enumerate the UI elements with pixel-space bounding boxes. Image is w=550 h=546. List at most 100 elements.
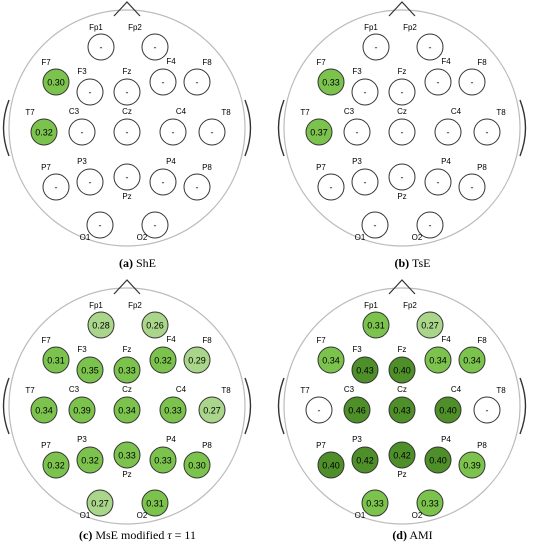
electrode-label: Cz: [122, 107, 132, 116]
electrode-value: -: [401, 128, 404, 138]
electrode-fp1: - Fp1: [87, 23, 115, 61]
electrode-value: -: [374, 221, 377, 231]
electrode-label: Pz: [122, 470, 131, 479]
electrode-label: T7: [300, 108, 310, 117]
electrode-value: -: [126, 173, 129, 183]
electrode-circle: [42, 451, 70, 479]
electrode-label: C3: [344, 107, 355, 116]
electrode-circle: [388, 356, 416, 384]
electrode-value: -: [429, 221, 432, 231]
electrode-c4: - C4: [159, 107, 187, 146]
electrode-o2: -O2: [137, 211, 169, 242]
panel-a: - Fp1- Fp2 0.30 F7- F3- Fz - F4- F8 0.32 T7- C3- Cz - C…: [0, 0, 275, 248]
electrode-label: O1: [80, 511, 91, 520]
electrode-value: 0.40: [439, 406, 457, 416]
electrode-t7: 0.32 T7: [25, 108, 58, 146]
electrode-value: -: [486, 128, 489, 138]
electrode-value: 0.33: [118, 366, 136, 376]
electrode-label: P3: [77, 157, 87, 166]
electrode-value: 0.33: [118, 451, 136, 461]
electrode-label: Fp1: [89, 301, 103, 310]
electrode-circle: [42, 173, 70, 201]
electrode-value: -: [196, 78, 199, 88]
electrode-circle: [149, 68, 177, 96]
head-outline: [8, 287, 246, 525]
electrode-pz: 0.33 Pz: [113, 441, 141, 479]
electrode-t8: - T8: [473, 108, 506, 146]
caption-d: (d) AMI: [275, 528, 550, 543]
nose-shape: [113, 1, 141, 17]
electrode-circle: [351, 78, 379, 106]
nose-shape: [113, 279, 141, 295]
electrode-f3: - F3: [76, 67, 104, 106]
electrode-circle: [458, 346, 486, 374]
electrode-circle: [149, 168, 177, 196]
electrode-value: -: [486, 406, 489, 416]
electrode-value: 0.40: [322, 461, 340, 471]
electrode-f8: 0.34 F8: [458, 336, 487, 374]
electrode-circle: [434, 396, 462, 424]
caption-a-tag: (a): [118, 256, 133, 270]
electrode-value: 0.35: [81, 366, 99, 376]
electrode-f4: 0.32 F4: [149, 335, 177, 374]
electrode-c3: 0.46 C3: [343, 385, 371, 424]
electrode-pz: 0.42 Pz: [388, 441, 416, 479]
electrode-c4: 0.33 C4: [159, 385, 187, 424]
electrode-value: 0.37: [310, 128, 328, 138]
electrode-label: F3: [77, 67, 87, 76]
electrode-value: -: [172, 128, 175, 138]
electrode-label: C3: [344, 385, 355, 394]
right-ear-shape: [244, 99, 252, 157]
electrode-label: F7: [316, 336, 326, 345]
electrode-circle: [343, 396, 371, 424]
electrode-circle: [361, 489, 389, 517]
electrode-label: P8: [202, 163, 212, 172]
electrode-circle: [76, 356, 104, 384]
electrode-value: -: [471, 78, 474, 88]
electrode-circle: [305, 396, 333, 424]
nose-shape: [388, 279, 416, 295]
electrode-value: 0.40: [429, 456, 447, 466]
electrode-c3: - C3: [343, 107, 371, 146]
electrode-value: 0.29: [188, 356, 206, 366]
electrode-label: Fp1: [364, 301, 378, 310]
electrode-o1: -O1: [80, 211, 114, 242]
caption-d-name: AMI: [409, 528, 433, 542]
head-outline: [8, 9, 246, 247]
electrode-circle: [198, 118, 226, 146]
electrode-f4: 0.34 F4: [424, 335, 452, 374]
electrode-p7: - P7: [41, 163, 70, 201]
electrode-cz: 0.34 Cz: [113, 385, 141, 424]
electrode-label: F3: [77, 345, 87, 354]
electrode-circle: [388, 163, 416, 191]
right-ear-shape: [519, 99, 527, 157]
electrode-o2: -O2: [412, 211, 444, 242]
electrode-f3: - F3: [351, 67, 379, 106]
electrode-value: 0.46: [348, 406, 366, 416]
electrode-circle: [351, 356, 379, 384]
electrode-circle: [473, 118, 501, 146]
electrode-circle: [416, 311, 444, 339]
electrode-fz: 0.33 Fz: [113, 345, 141, 384]
electrode-label: O1: [355, 233, 366, 242]
left-ear-shape: [277, 377, 285, 435]
electrode-value: -: [401, 173, 404, 183]
electrode-fp2: 0.27 Fp2: [403, 301, 444, 339]
electrode-label: O1: [80, 233, 91, 242]
electrode-label: C3: [69, 107, 80, 116]
electrode-p7: 0.40 P7: [316, 441, 345, 479]
electrode-circle: [68, 396, 96, 424]
electrode-value: -: [81, 128, 84, 138]
electrode-label: P3: [352, 157, 362, 166]
electrode-fp1: 0.28 Fp1: [87, 301, 115, 339]
electrode-value: 0.33: [154, 456, 172, 466]
electrode-circle: [86, 489, 114, 517]
electrode-t8: - T8: [473, 386, 506, 424]
electrode-p8: 0.30 P8: [183, 441, 212, 479]
panel-b: - Fp1- Fp2 0.33 F7- F3- Fz - F4- F8 0.37 T7- C3- Cz - C…: [275, 0, 550, 248]
electrode-label: T8: [496, 108, 506, 117]
electrode-f7: 0.33 F7: [316, 58, 345, 96]
electrode-value: -: [318, 406, 321, 416]
caption-c-name: MsE modified: [95, 528, 165, 542]
electrode-p8: - P8: [183, 163, 212, 201]
